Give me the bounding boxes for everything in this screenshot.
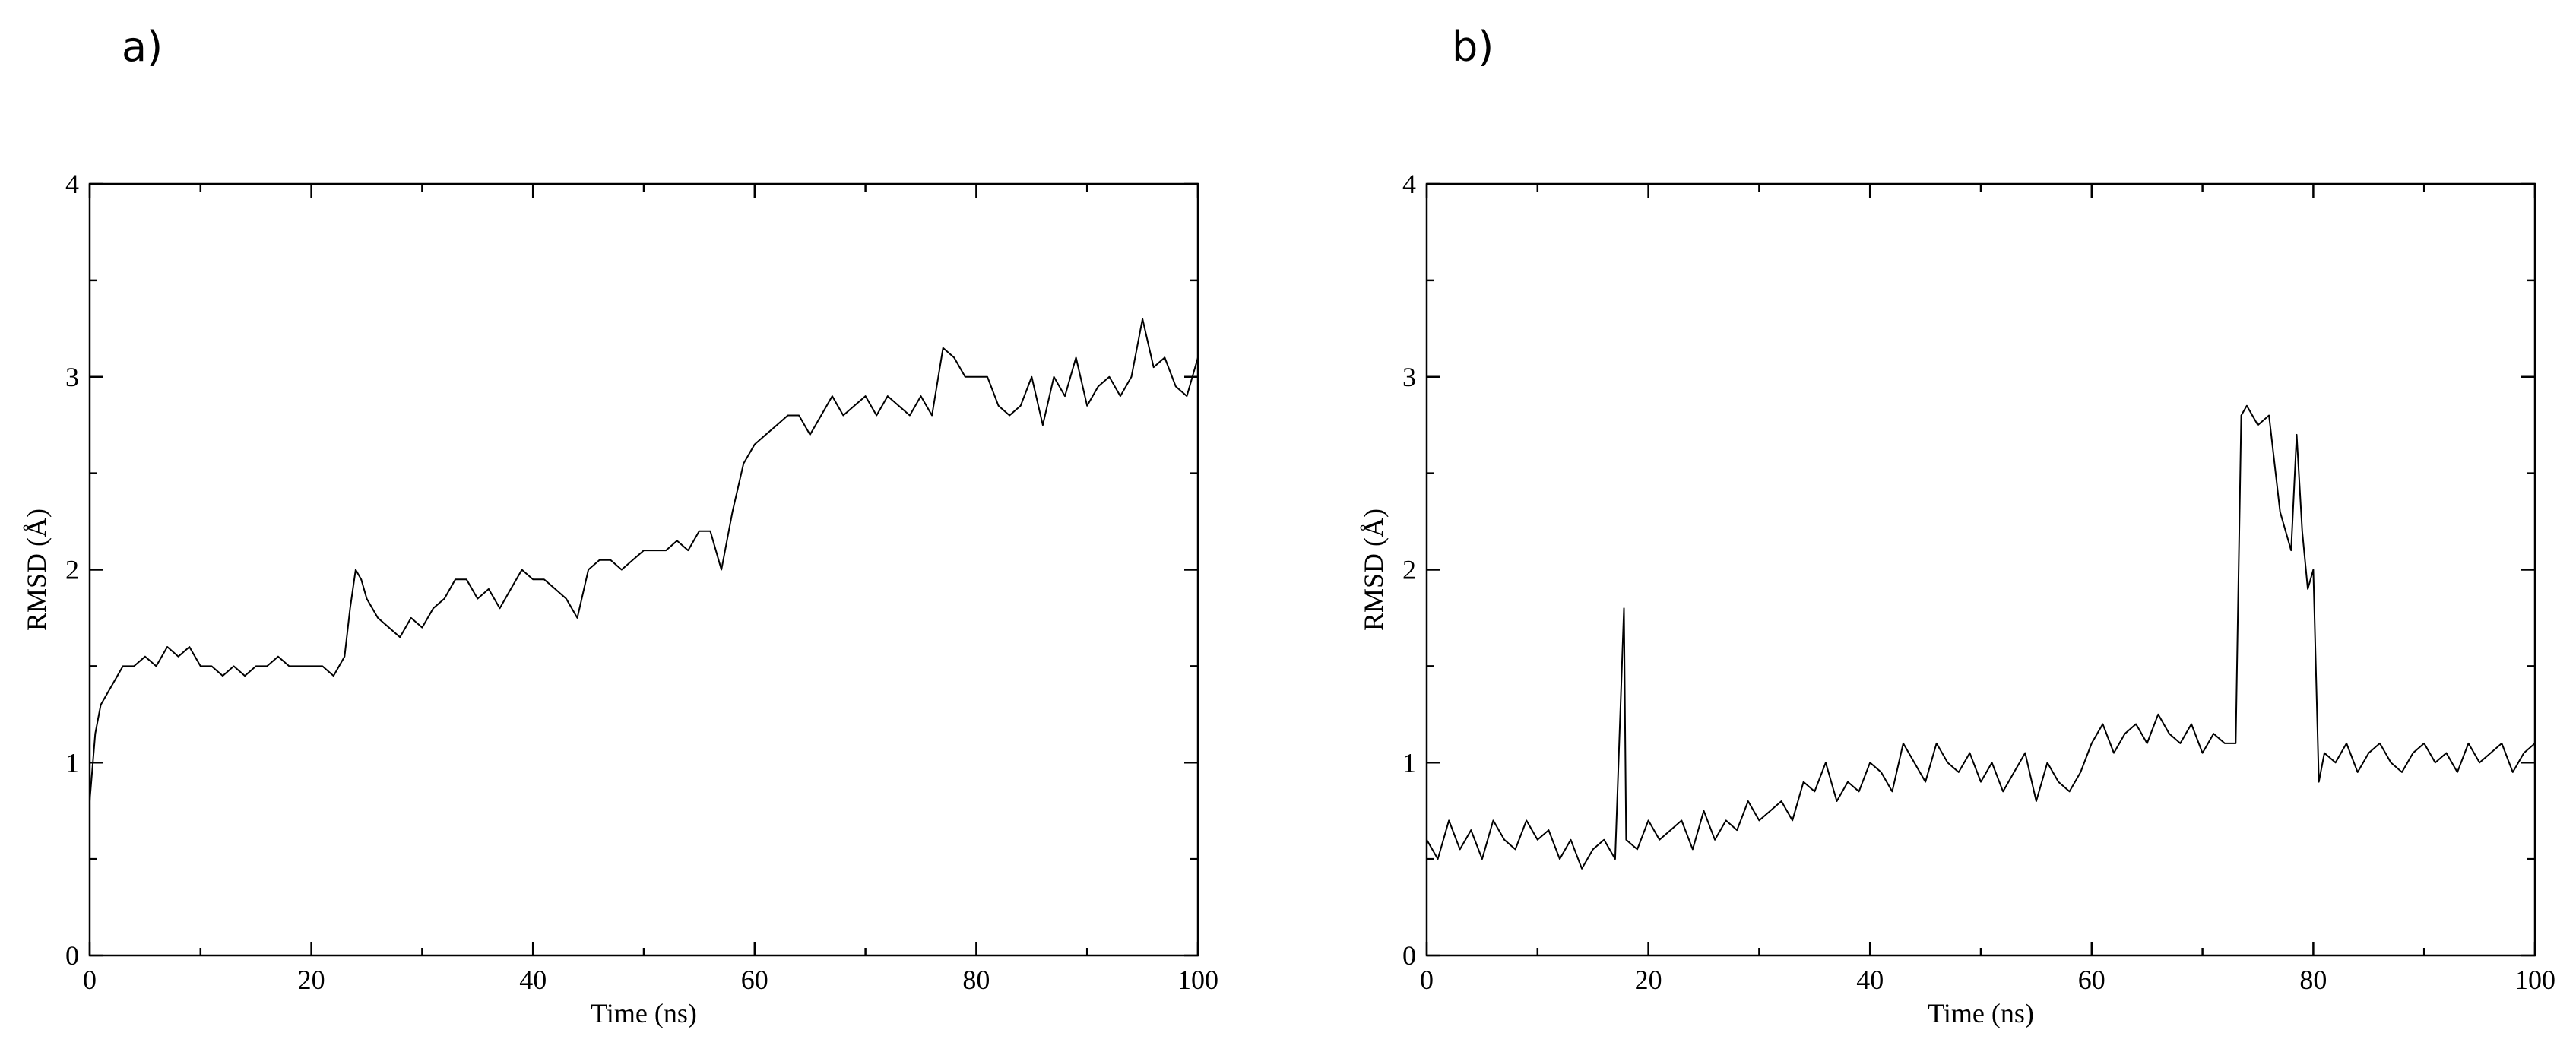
y-tick-label: 2 — [65, 555, 79, 585]
y-tick-label: 2 — [1402, 555, 1416, 585]
panel-b-letter: b) — [1452, 23, 1494, 71]
rmsd-series-line — [1426, 404, 2536, 870]
y-axis-title: RMSD (Å) — [1358, 509, 1389, 631]
y-tick-label: 4 — [65, 169, 79, 199]
chart-a: 0 20 40 60 80 100 0 1 2 3 4 Time (ns) RMSD (Å) — [21, 169, 1218, 1028]
y-axis-title: RMSD (Å) — [21, 509, 52, 631]
y-tick-label: 3 — [1402, 362, 1416, 392]
x-tick-label: 80 — [962, 965, 990, 995]
y-tick-label: 0 — [65, 940, 79, 971]
x-tick-label: 80 — [2299, 965, 2327, 995]
chart-b: 0 20 40 60 80 100 0 1 2 3 4 Time (ns) RMSD (Å) — [1358, 169, 2555, 1028]
y-tick-label: 3 — [65, 362, 79, 392]
rmsd-series-line — [89, 318, 1199, 802]
x-tick-label: 60 — [741, 965, 768, 995]
x-tick-label: 0 — [83, 965, 97, 995]
panel-a-letter: a) — [122, 23, 163, 71]
x-axis-title: Time (ns) — [1928, 998, 2034, 1028]
y-tick-label: 1 — [65, 747, 79, 778]
x-tick-label: 20 — [298, 965, 325, 995]
x-tick-label: 40 — [1856, 965, 1884, 995]
x-axis-title: Time (ns) — [591, 998, 697, 1028]
plot-frame — [88, 182, 1199, 957]
x-tick-label: 60 — [2078, 965, 2105, 995]
y-tick-label: 4 — [1402, 169, 1416, 199]
x-tick-label: 0 — [1420, 965, 1434, 995]
y-tick-label: 0 — [1402, 940, 1416, 971]
y-tick-label: 1 — [1402, 747, 1416, 778]
x-tick-label: 20 — [1635, 965, 1662, 995]
x-tick-label: 100 — [1177, 965, 1218, 995]
x-tick-label: 100 — [2514, 965, 2555, 995]
plot-frame — [1425, 182, 2536, 957]
x-tick-label: 40 — [519, 965, 547, 995]
